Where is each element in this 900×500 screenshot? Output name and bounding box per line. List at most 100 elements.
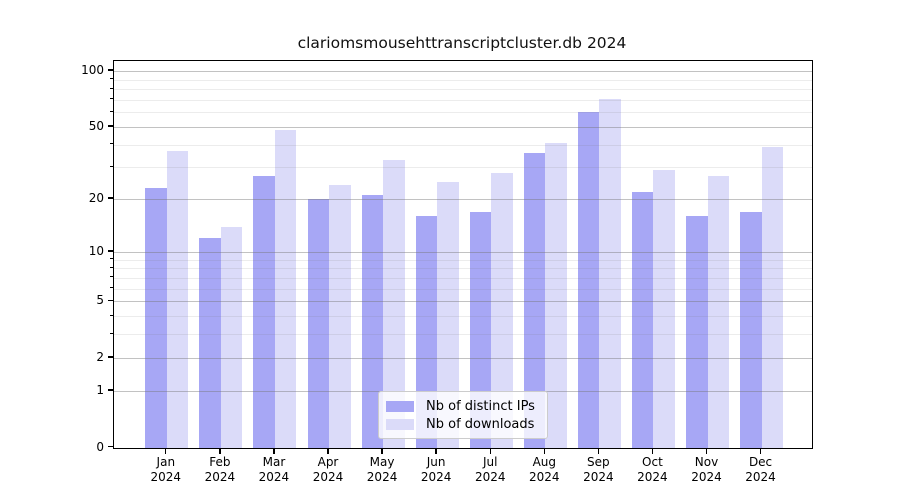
x-tick-year: 2024 <box>474 470 506 484</box>
y-tick-mark <box>108 389 113 391</box>
y-tick-mark <box>108 445 113 448</box>
x-tick-month: Jan <box>156 455 176 469</box>
x-tick-year: 2024 <box>366 470 398 484</box>
y-tick-label: 50 <box>88 118 104 133</box>
minor-gridline <box>114 277 812 279</box>
plot-area <box>113 60 813 449</box>
x-tick-year: 2024 <box>312 470 344 484</box>
x-tick-month: Dec <box>748 455 773 469</box>
x-tick-month: May <box>369 455 395 469</box>
bar-downloads-jul <box>491 172 513 448</box>
y-tick-label: 100 <box>81 63 104 78</box>
y-minor-tick-mark <box>110 165 113 167</box>
bar-distinct-ips-dec <box>740 211 762 448</box>
legend: Nb of distinct IPs Nb of downloads <box>378 391 548 439</box>
x-tick-mark <box>543 448 545 454</box>
x-tick-month: Sep <box>587 455 610 469</box>
x-tick-label: Oct 2024 <box>617 455 687 485</box>
bar-downloads-aug <box>545 142 567 448</box>
bar-distinct-ips-mar <box>253 175 275 448</box>
x-tick-mark <box>597 448 600 454</box>
y-tick-label: 10 <box>88 243 104 258</box>
x-tick-label: Feb 2024 <box>185 455 255 485</box>
x-tick-mark <box>651 448 654 454</box>
y-minor-tick-mark <box>110 332 113 334</box>
x-tick-month: Jun <box>426 455 446 469</box>
y-minor-tick-mark <box>110 276 113 278</box>
x-tick-label: Sep 2024 <box>563 455 633 485</box>
y-minor-tick-mark <box>110 287 113 289</box>
bar-downloads-jan <box>166 150 189 448</box>
x-tick-mark <box>219 448 221 454</box>
bar-distinct-ips-jun <box>415 216 438 448</box>
y-tick-label: 2 <box>96 349 104 364</box>
x-tick-label: Jan 2024 <box>131 455 201 485</box>
x-tick-month: Mar <box>262 455 286 469</box>
bar-downloads-dec <box>761 146 784 448</box>
x-tick-mark <box>489 448 491 454</box>
bar-distinct-ips-sep <box>577 112 600 448</box>
y-tick-mark <box>108 69 113 71</box>
major-gridline <box>114 126 812 128</box>
y-tick-label: 20 <box>88 191 104 206</box>
minor-gridline <box>114 99 812 101</box>
x-tick-label: Apr 2024 <box>293 455 363 485</box>
x-tick-label: Jun 2024 <box>401 455 471 485</box>
y-tick-mark <box>108 250 113 252</box>
x-tick-year: 2024 <box>691 470 722 484</box>
x-tick-year: 2024 <box>529 470 560 484</box>
x-tick-mark <box>381 448 383 454</box>
x-tick-label: May 2024 <box>347 455 417 485</box>
x-tick-month: Aug <box>532 455 556 469</box>
x-tick-month: Apr <box>317 455 339 469</box>
minor-gridline <box>114 89 812 91</box>
bar-downloads-oct <box>653 170 675 448</box>
bar-distinct-ips-nov <box>686 216 708 448</box>
y-minor-tick-mark <box>110 78 113 80</box>
y-tick-mark <box>108 299 113 302</box>
legend-swatch-distinct-ips <box>386 400 414 412</box>
y-tick-mark <box>108 125 113 127</box>
major-gridline <box>114 71 812 73</box>
chart-title: clariomsmousehttranscriptcluster.db 2024 <box>297 34 627 52</box>
x-tick-year: 2024 <box>637 470 668 484</box>
minor-gridline <box>114 316 812 318</box>
x-tick-mark <box>273 448 275 454</box>
x-tick-year: 2024 <box>745 470 776 484</box>
legend-label: Nb of downloads <box>426 416 535 432</box>
minor-gridline <box>114 259 812 261</box>
x-tick-label: Mar 2024 <box>239 455 309 485</box>
bar-distinct-ips-jul <box>469 211 492 448</box>
bar-distinct-ips-oct <box>631 191 654 448</box>
y-minor-tick-mark <box>110 143 113 145</box>
minor-gridline <box>114 144 812 146</box>
y-tick-label: 1 <box>96 382 104 397</box>
x-tick-month: Jul <box>482 455 498 469</box>
x-tick-mark <box>705 448 708 454</box>
bar-downloads-sep <box>599 98 621 448</box>
x-tick-month: Nov <box>694 455 719 469</box>
bar-downloads-jun <box>437 181 459 448</box>
major-gridline <box>114 301 812 303</box>
legend-row: Nb of distinct IPs <box>386 397 539 415</box>
bar-distinct-ips-apr <box>307 199 329 448</box>
x-tick-mark <box>435 448 437 454</box>
bar-distinct-ips-feb <box>199 238 221 448</box>
x-tick-year: 2024 <box>258 470 290 484</box>
x-tick-label: Nov 2024 <box>672 455 742 485</box>
x-tick-month: Oct <box>642 455 663 469</box>
minor-gridline <box>114 79 812 81</box>
bar-distinct-ips-may <box>361 195 384 448</box>
x-tick-year: 2024 <box>583 470 614 484</box>
y-tick-label: 5 <box>96 293 104 308</box>
major-gridline <box>114 199 812 201</box>
bar-downloads-mar <box>274 130 297 448</box>
y-minor-tick-mark <box>110 98 113 100</box>
minor-gridline <box>114 167 812 169</box>
x-tick-mark <box>327 448 329 454</box>
y-minor-tick-mark <box>110 110 113 112</box>
major-gridline <box>114 357 812 359</box>
y-minor-tick-mark <box>110 266 113 268</box>
bar-distinct-ips-jan <box>145 188 167 448</box>
